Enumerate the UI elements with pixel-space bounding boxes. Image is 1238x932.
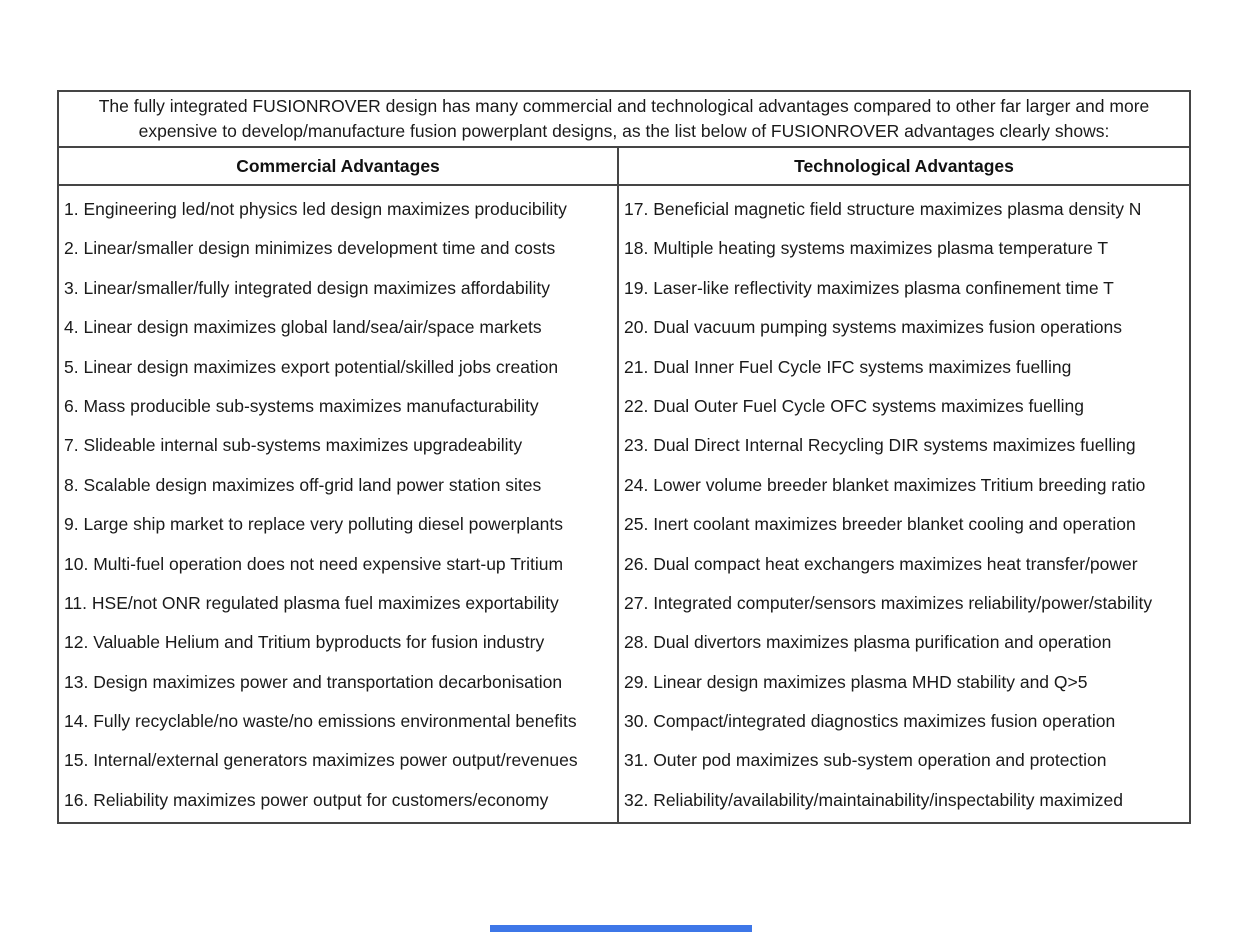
technological-advantages-column: 17. Beneficial magnetic field structure … — [619, 186, 1189, 822]
list-item: 9. Large ship market to replace very pol… — [64, 514, 564, 535]
list-item: 18. Multiple heating systems maximizes p… — [624, 238, 1109, 259]
list-item: 17. Beneficial magnetic field structure … — [624, 199, 1142, 219]
list-item: 14. Fully recyclable/no waste/no emissio… — [64, 711, 577, 732]
list-item: 30. Compact/integrated diagnostics maxim… — [624, 711, 1116, 732]
list-item: 22. Dual Outer Fuel Cycle OFC systems ma… — [624, 395, 1084, 416]
commercial-advantages-list: 1. Engineering led/not physics led desig… — [59, 190, 617, 820]
list-item: 24. Lower volume breeder blanket maximiz… — [624, 474, 1146, 495]
list-item: 20. Dual vacuum pumping systems maximize… — [624, 317, 1122, 338]
commercial-advantages-header: Commercial Advantages — [59, 148, 619, 184]
list-item: 32. Reliability/availability/maintainabi… — [624, 789, 1123, 810]
list-item: 28. Dual divertors maximizes plasma puri… — [624, 632, 1112, 653]
list-item: 19. Laser-like reflectivity maximizes pl… — [624, 277, 1114, 298]
list-item: 6. Mass producible sub-systems maximizes… — [64, 395, 539, 416]
list-item: 12. Valuable Helium and Tritium byproduc… — [64, 632, 545, 653]
list-item: 5. Linear design maximizes export potent… — [64, 356, 559, 377]
column-header-row: Commercial Advantages Technological Adva… — [59, 148, 1189, 186]
list-item: 31. Outer pod maximizes sub-system opera… — [624, 750, 1107, 771]
table-body: 1. Engineering led/not physics led desig… — [59, 186, 1189, 822]
list-item: 29. Linear design maximizes plasma MHD s… — [624, 671, 1088, 692]
technological-advantages-list: 17. Beneficial magnetic field structure … — [619, 190, 1189, 820]
list-item: 13. Design maximizes power and transport… — [64, 671, 563, 692]
list-item: 3. Linear/smaller/fully integrated desig… — [64, 277, 551, 298]
list-item: 27. Integrated computer/sensors maximize… — [624, 592, 1153, 613]
list-item: 10. Multi-fuel operation does not need e… — [64, 553, 564, 574]
list-item: 11. HSE/not ONR regulated plasma fuel ma… — [64, 592, 559, 613]
list-item: 16. Reliability maximizes power output f… — [64, 789, 549, 810]
list-item: 23. Dual Direct Internal Recycling DIR s… — [624, 435, 1136, 456]
list-item: 7. Slideable internal sub-systems maximi… — [64, 435, 523, 456]
advantages-table: The fully integrated FUSIONROVER design … — [57, 90, 1191, 824]
list-item: 25. Inert coolant maximizes breeder blan… — [624, 514, 1136, 535]
horizontal-scrollbar-thumb[interactable] — [490, 925, 752, 932]
technological-advantages-header: Technological Advantages — [794, 155, 1014, 176]
commercial-advantages-column: 1. Engineering led/not physics led desig… — [59, 186, 619, 822]
list-item: 4. Linear design maximizes global land/s… — [64, 317, 542, 338]
list-item: 21. Dual Inner Fuel Cycle IFC systems ma… — [624, 356, 1072, 377]
list-item: 26. Dual compact heat exchangers maximiz… — [624, 553, 1138, 574]
list-item: 15. Internal/external generators maximiz… — [64, 750, 578, 771]
list-item: 2. Linear/smaller design minimizes devel… — [64, 238, 556, 259]
list-item: 1. Engineering led/not physics led desig… — [64, 199, 567, 219]
list-item: 8. Scalable design maximizes off-grid la… — [64, 474, 542, 495]
intro-paragraph: The fully integrated FUSIONROVER design … — [59, 92, 1189, 148]
